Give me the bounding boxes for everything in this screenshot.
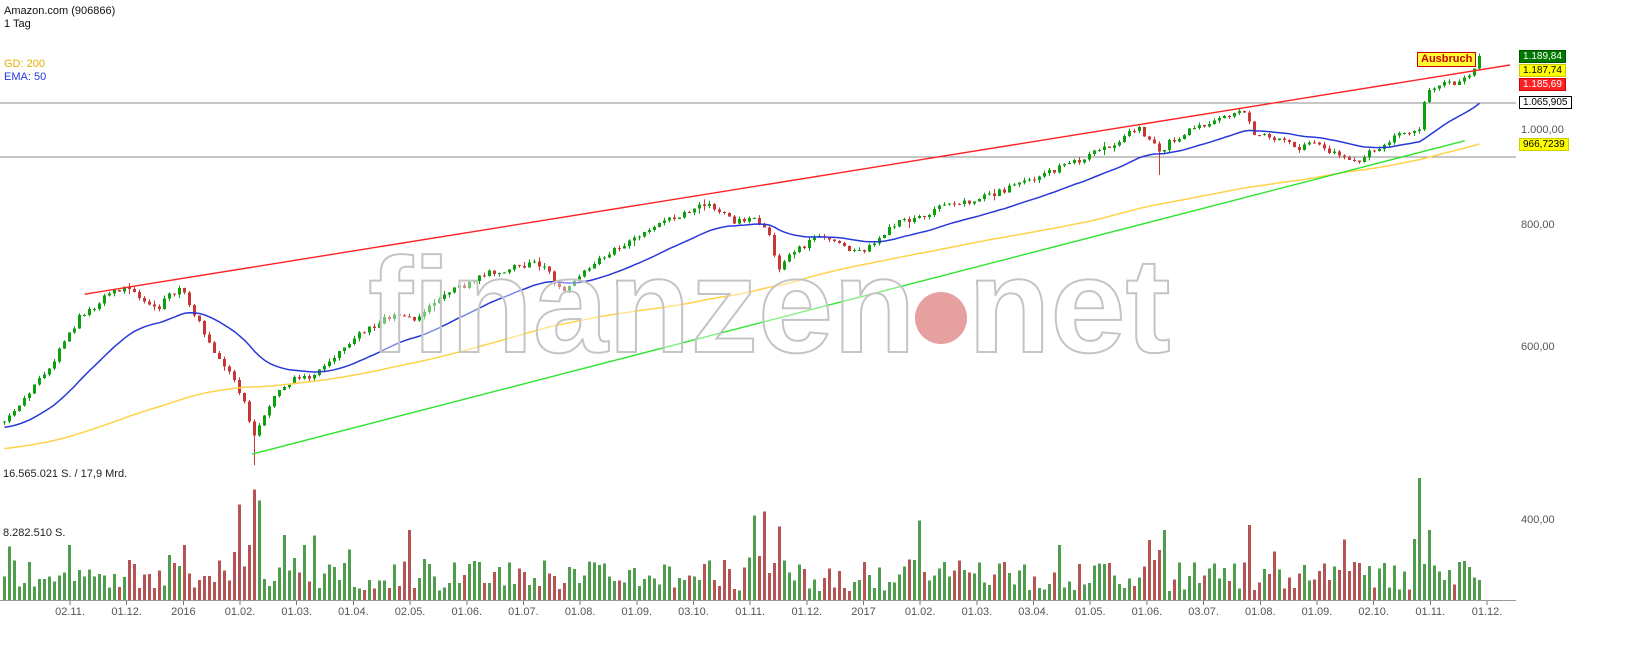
price-tag: 1.187,74 bbox=[1519, 63, 1566, 77]
x-axis-label: 01.11. bbox=[735, 606, 766, 618]
price-tag: 1.189,84 bbox=[1519, 49, 1566, 63]
timeframe-label: 1 Tag bbox=[4, 18, 31, 30]
x-axis-label: 01.09. bbox=[621, 606, 653, 618]
x-axis-label: 02.05. bbox=[394, 606, 426, 618]
x-axis-label: 2016 bbox=[171, 606, 196, 618]
x-axis-label: 03.10. bbox=[678, 606, 709, 618]
price-tag: 966,7239 bbox=[1519, 137, 1569, 151]
breakout-annotation: Ausbruch bbox=[1417, 52, 1477, 67]
x-axis-label: 01.02. bbox=[904, 606, 936, 618]
x-axis-label: 01.08. bbox=[564, 606, 596, 618]
watermark-dot-icon bbox=[915, 292, 967, 344]
watermark-net-text: net bbox=[968, 230, 1171, 381]
x-axis-label: 02.11. bbox=[55, 606, 85, 618]
x-axis-label: 01.12. bbox=[1471, 606, 1503, 618]
x-axis-label: 2017 bbox=[851, 606, 876, 618]
x-axis-label: 01.04. bbox=[338, 606, 369, 618]
x-axis-label: 03.07. bbox=[1188, 606, 1219, 618]
x-axis-label: 01.06. bbox=[451, 606, 483, 618]
y-axis-label: 1.000,00 bbox=[1521, 124, 1564, 136]
x-axis-label: 01.03. bbox=[961, 606, 993, 618]
watermark-finanzen-text: finanzen bbox=[368, 230, 916, 381]
x-axis-label: 01.06. bbox=[1131, 606, 1163, 618]
x-axis-label: 01.11. bbox=[1415, 606, 1446, 618]
watermark: finanzen net bbox=[367, 229, 1172, 382]
x-axis-label: 01.07. bbox=[508, 606, 539, 618]
y-axis-label: 600,00 bbox=[1521, 341, 1555, 354]
x-axis-label: 01.05. bbox=[1074, 606, 1106, 618]
x-axis-label: 01.09. bbox=[1301, 606, 1333, 618]
ema50-legend-label: EMA: 50 bbox=[4, 71, 47, 83]
volume-mid-label: 8.282.510 S. bbox=[3, 527, 66, 539]
x-axis-label: 02.10. bbox=[1358, 606, 1389, 618]
instrument-title[interactable]: Amazon.com (906866) bbox=[4, 5, 116, 17]
x-axis-label: 01.12. bbox=[791, 606, 823, 618]
gd200-legend-label: GD: 200 bbox=[4, 58, 45, 70]
x-axis-label: 03.04. bbox=[1018, 606, 1049, 618]
x-axis-label: 01.08. bbox=[1244, 606, 1276, 618]
x-axis-label: 01.12. bbox=[111, 606, 142, 618]
price-tag: 1.185,69 bbox=[1519, 77, 1566, 91]
y-axis-label: 400,00 bbox=[1521, 513, 1555, 526]
volume-max-label: 16.565.021 S. / 17,9 Mrd. bbox=[3, 468, 128, 480]
x-axis-label: 01.03. bbox=[281, 606, 313, 618]
x-axis-label: 01.02. bbox=[224, 606, 256, 618]
price-tag: 1.065,905 bbox=[1519, 96, 1572, 110]
chart-layers bbox=[0, 53, 1516, 605]
y-axis-label: 800,00 bbox=[1521, 218, 1555, 231]
